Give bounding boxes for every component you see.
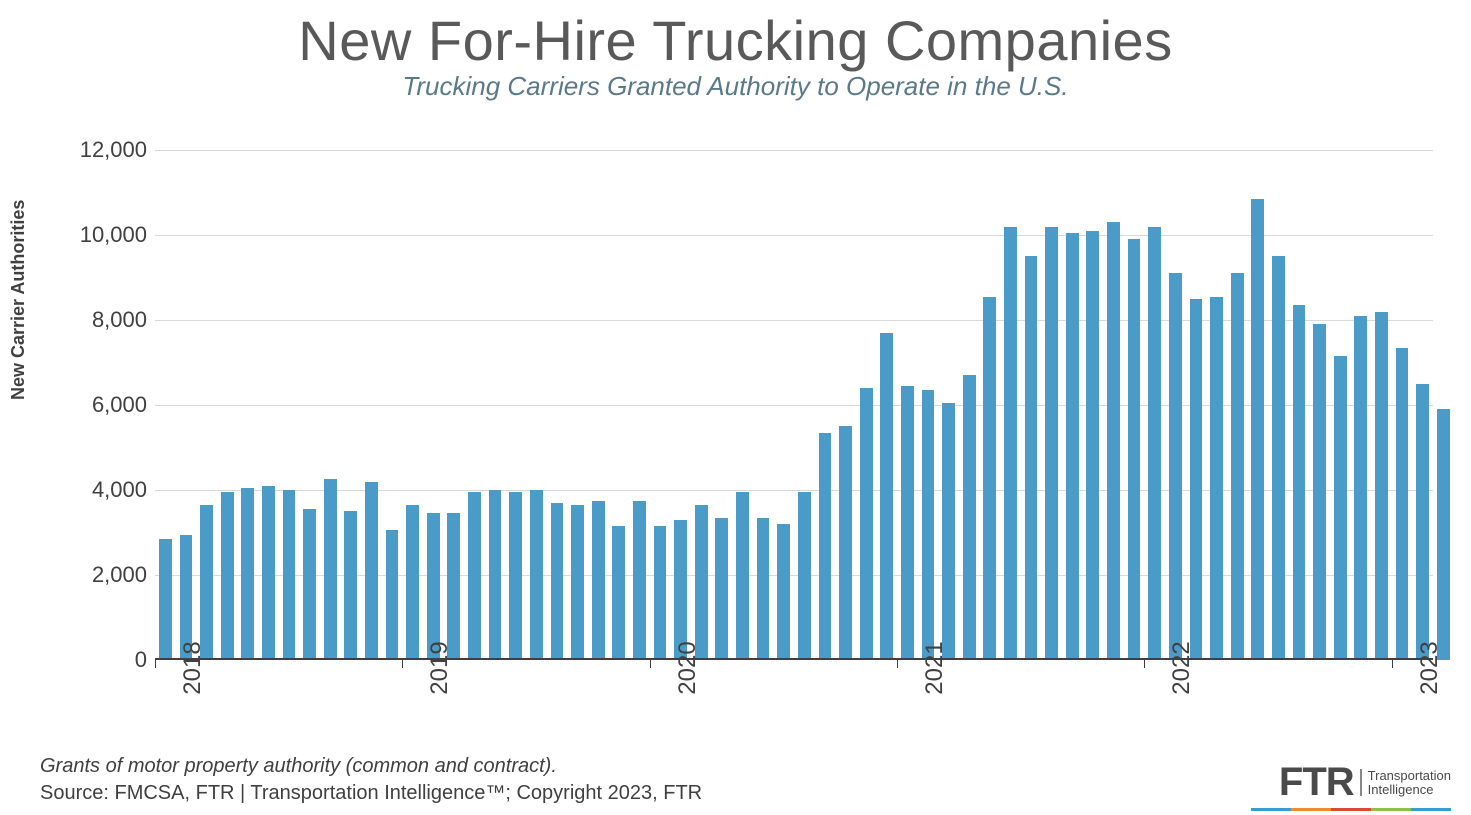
chart-subtitle: Trucking Carriers Granted Authority to O… — [0, 71, 1471, 102]
bar — [860, 388, 873, 660]
bar — [674, 520, 687, 660]
bar — [736, 492, 749, 660]
bar — [1375, 312, 1388, 661]
bar — [324, 479, 337, 660]
bar — [592, 501, 605, 660]
bar — [963, 375, 976, 660]
logo-underline — [1251, 808, 1451, 811]
bar — [283, 490, 296, 660]
x-tick-label: 2018 — [155, 641, 207, 694]
bar — [551, 503, 564, 660]
bar — [1210, 297, 1223, 660]
bar — [839, 426, 852, 660]
bar — [1272, 256, 1285, 660]
bar — [1004, 227, 1017, 661]
bar — [262, 486, 275, 660]
bar — [1169, 273, 1182, 660]
bar — [901, 386, 914, 660]
footer-note: Grants of motor property authority (comm… — [40, 753, 702, 780]
bar — [798, 492, 811, 660]
chart-title: New For-Hire Trucking Companies — [0, 8, 1471, 73]
bar — [777, 524, 790, 660]
bar — [715, 518, 728, 660]
x-tick-label: 2019 — [402, 641, 454, 694]
ftr-logo: FTR Transportation Intelligence — [1279, 760, 1451, 805]
x-tick-label: 2021 — [897, 641, 949, 694]
plot-area: 02,0004,0006,0008,00010,00012,0002018201… — [155, 150, 1433, 660]
bar — [1086, 231, 1099, 660]
logo-brand: FTR — [1279, 760, 1354, 805]
bar — [1334, 356, 1347, 660]
y-tick-label: 6,000 — [92, 392, 147, 418]
bar — [468, 492, 481, 660]
bar — [447, 513, 460, 660]
footer-block: Grants of motor property authority (comm… — [40, 753, 702, 807]
bar — [880, 333, 893, 660]
bar — [819, 433, 832, 660]
bar — [489, 490, 502, 660]
bar — [1437, 409, 1450, 660]
y-tick-label: 0 — [135, 647, 147, 673]
bar — [922, 390, 935, 660]
bar — [427, 513, 440, 660]
bar — [221, 492, 234, 660]
bar — [1128, 239, 1141, 660]
y-tick-label: 10,000 — [80, 222, 147, 248]
x-tick-label: 2023 — [1392, 641, 1444, 694]
bar — [241, 488, 254, 660]
logo-tagline-line2: Intelligence — [1368, 782, 1434, 797]
bar — [200, 505, 213, 660]
bar — [386, 530, 399, 660]
y-tick-label: 8,000 — [92, 307, 147, 333]
y-tick-label: 4,000 — [92, 477, 147, 503]
x-tick-label: 2020 — [650, 641, 702, 694]
bar — [1354, 316, 1367, 660]
bar — [1416, 384, 1429, 660]
bar — [983, 297, 996, 660]
x-axis-line — [155, 658, 1433, 660]
bar — [303, 509, 316, 660]
bar — [1231, 273, 1244, 660]
bar — [1045, 227, 1058, 661]
bar — [344, 511, 357, 660]
chart-root: New For-Hire Trucking Companies Trucking… — [0, 0, 1471, 815]
logo-tagline: Transportation Intelligence — [1360, 769, 1451, 796]
bar — [509, 492, 522, 660]
bar — [1396, 348, 1409, 660]
bar — [942, 403, 955, 660]
bar — [1148, 227, 1161, 661]
bars-container — [155, 150, 1433, 660]
y-tick-label: 12,000 — [80, 137, 147, 163]
title-block: New For-Hire Trucking Companies Trucking… — [0, 8, 1471, 102]
bar — [1107, 222, 1120, 660]
bar — [633, 501, 646, 660]
bar — [571, 505, 584, 660]
bar — [1293, 305, 1306, 660]
x-tick-label: 2022 — [1144, 641, 1196, 694]
bar — [1025, 256, 1038, 660]
bar — [1066, 233, 1079, 660]
bar — [365, 482, 378, 661]
footer-source: Source: FMCSA, FTR | Transportation Inte… — [40, 780, 702, 807]
bar — [406, 505, 419, 660]
bar — [1251, 199, 1264, 660]
bar — [757, 518, 770, 660]
y-tick-label: 2,000 — [92, 562, 147, 588]
bar — [695, 505, 708, 660]
bar — [1313, 324, 1326, 660]
bar — [612, 526, 625, 660]
bar — [1190, 299, 1203, 660]
bar — [654, 526, 667, 660]
bar — [530, 490, 543, 660]
y-axis-label: New Carrier Authorities — [8, 200, 29, 400]
